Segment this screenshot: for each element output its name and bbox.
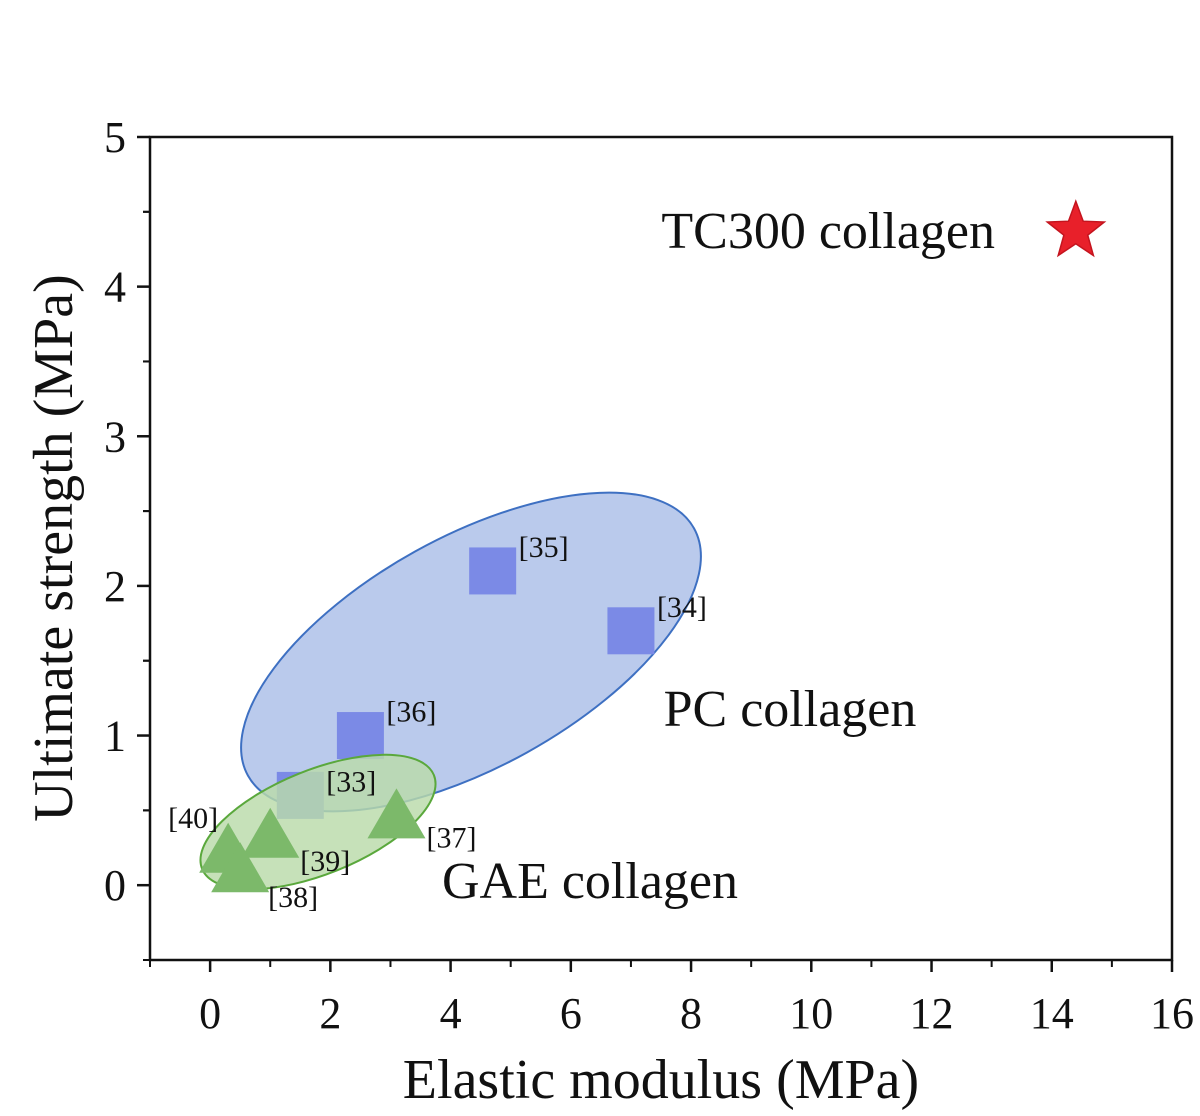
x-tick-label: 8 <box>680 989 702 1038</box>
point-reference-label: [34] <box>657 591 707 624</box>
x-tick-label: 0 <box>199 989 221 1038</box>
plot-frame <box>148 135 1174 962</box>
point-reference-label: [35] <box>519 531 569 564</box>
y-tick-label: 3 <box>104 412 126 461</box>
y-tick-label: 5 <box>104 113 126 162</box>
pc-collagen-point <box>469 547 517 595</box>
point-reference-label: [37] <box>426 821 476 854</box>
x-tick-label: 2 <box>319 989 341 1038</box>
x-tick-label: 4 <box>440 989 462 1038</box>
y-tick-label: 0 <box>104 861 126 910</box>
x-tick-label: 6 <box>560 989 582 1038</box>
gae-collagen-point <box>241 807 300 858</box>
y-axis-ticks: 0 1 2 3 4 5 <box>104 113 150 961</box>
x-axis-label: Elastic modulus (MPa) <box>403 1049 919 1111</box>
pc-collagen-point <box>607 607 655 655</box>
series-labels: TC300 collagen PC collagen GAE collagen <box>442 203 995 910</box>
tc300-collagen-point <box>1045 199 1107 258</box>
data-points <box>199 199 1107 893</box>
x-tick-label: 16 <box>1150 989 1194 1038</box>
x-tick-label: 10 <box>789 989 833 1038</box>
series-label: GAE collagen <box>442 853 738 910</box>
gae-collagen-point <box>211 842 270 893</box>
point-reference-label: [33] <box>326 765 376 798</box>
x-tick-label: 12 <box>910 989 954 1038</box>
series-label: PC collagen <box>664 681 917 738</box>
pc-collagen-point <box>336 712 384 760</box>
y-tick-label: 4 <box>104 263 126 312</box>
series-label: TC300 collagen <box>661 203 995 260</box>
gae-collagen-point <box>367 788 426 839</box>
point-reference-label: [38] <box>268 881 318 914</box>
x-tick-label: 14 <box>1030 989 1074 1038</box>
x-axis-ticks: 0 2 4 6 8 10 12 14 16 <box>149 960 1194 1038</box>
point-reference-label: [36] <box>386 696 436 729</box>
y-axis-label: Ultimate strength (MPa) <box>23 274 85 821</box>
y-tick-label: 1 <box>104 712 126 761</box>
point-labels: [35] [34] [36] [33] [37] [39] [40] [38] <box>168 531 707 914</box>
point-reference-label: [40] <box>168 802 218 835</box>
point-reference-label: [39] <box>300 845 350 878</box>
y-tick-label: 2 <box>104 562 126 611</box>
